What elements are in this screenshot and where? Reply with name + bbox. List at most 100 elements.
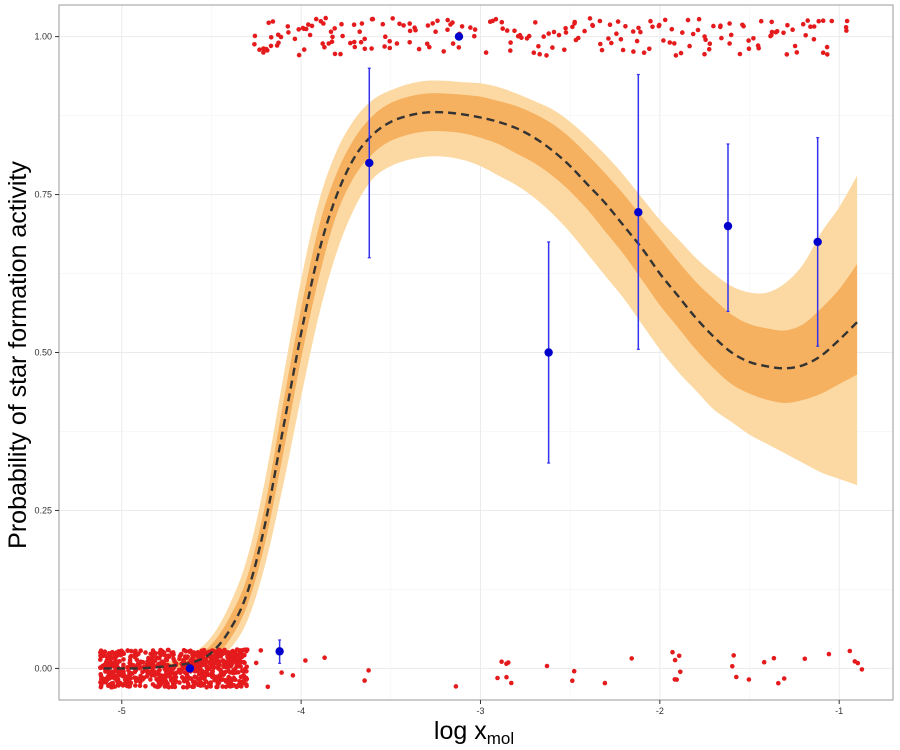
- observation-point: [445, 17, 451, 23]
- observation-point: [181, 647, 187, 653]
- observation-point: [245, 647, 250, 652]
- observation-point: [662, 17, 668, 23]
- observation-point: [790, 27, 795, 32]
- observation-point: [678, 669, 683, 675]
- observation-point: [741, 23, 746, 29]
- observation-point: [472, 27, 478, 32]
- observation-point: [138, 679, 143, 685]
- observation-point: [453, 684, 459, 689]
- observation-point: [537, 51, 542, 57]
- observation-point: [306, 22, 311, 27]
- observation-point: [674, 677, 679, 682]
- observation-point: [286, 30, 291, 35]
- observation-point: [737, 51, 743, 57]
- observation-point: [808, 24, 813, 30]
- observation-point: [407, 28, 413, 34]
- observation-point: [206, 681, 212, 686]
- observation-point: [323, 15, 329, 21]
- observation-point: [195, 682, 201, 688]
- observation-point: [148, 677, 153, 682]
- observation-point: [690, 31, 696, 37]
- observation-point: [746, 38, 751, 43]
- y-tick-label: 0.00: [34, 663, 52, 673]
- observation-point: [242, 677, 247, 682]
- observation-point: [362, 36, 368, 42]
- observation-point: [672, 657, 678, 663]
- observation-point: [98, 648, 104, 653]
- outer-confidence-band: [103, 80, 858, 669]
- observation-point: [731, 653, 736, 658]
- observation-point: [800, 21, 806, 27]
- observation-point: [509, 680, 514, 686]
- binned-point: [634, 208, 643, 217]
- observation-point: [416, 46, 422, 52]
- observation-point: [570, 24, 575, 30]
- observation-point: [309, 23, 315, 29]
- observation-point: [121, 657, 126, 662]
- observation-point: [680, 30, 685, 35]
- observation-point: [761, 659, 767, 665]
- observation-point: [156, 669, 161, 674]
- y-axis-ticks: 0.00 0.25 0.50 0.75 1.00: [34, 32, 59, 673]
- observation-point: [826, 651, 832, 657]
- observation-point: [332, 26, 338, 31]
- observation-point: [223, 679, 229, 684]
- observation-point: [599, 47, 605, 53]
- observation-point: [506, 660, 511, 665]
- observation-point: [199, 662, 205, 668]
- observation-point: [678, 50, 684, 56]
- observation-point: [340, 33, 345, 39]
- observation-point: [730, 664, 735, 669]
- observation-point: [348, 40, 353, 46]
- observation-point: [424, 41, 430, 47]
- observation-point: [241, 659, 247, 665]
- observation-point: [499, 19, 505, 25]
- observation-point: [563, 26, 568, 31]
- observation-point: [546, 31, 551, 36]
- observation-point: [279, 670, 284, 675]
- observation-point: [435, 18, 440, 24]
- observation-point: [215, 649, 220, 654]
- observation-point: [296, 27, 302, 32]
- observation-point: [847, 648, 853, 654]
- observation-point: [159, 675, 165, 680]
- observation-point: [774, 29, 780, 34]
- observation-point: [165, 681, 170, 686]
- observation-point: [794, 50, 800, 55]
- observation-point: [220, 684, 225, 689]
- x-tick-label: -1: [835, 706, 843, 716]
- observation-point: [241, 647, 246, 653]
- observation-point: [159, 659, 165, 664]
- observation-point: [718, 23, 723, 29]
- observation-point: [270, 19, 276, 24]
- observation-point: [145, 669, 151, 674]
- observation-point: [781, 30, 786, 36]
- y-axis-label: Probability of star formation activity: [4, 161, 32, 549]
- observation-point: [152, 683, 158, 689]
- observation-point: [275, 32, 281, 38]
- observation-point: [221, 664, 227, 669]
- observation-point: [670, 649, 675, 655]
- observation-point: [225, 650, 231, 655]
- x-tick-label: -2: [656, 706, 664, 716]
- observation-point: [647, 46, 652, 52]
- observation-point: [158, 649, 163, 654]
- observation-point: [339, 21, 344, 27]
- observation-point: [126, 668, 131, 673]
- observation-point: [550, 45, 555, 50]
- observation-point: [351, 22, 357, 28]
- observation-point: [397, 21, 402, 27]
- observation-point: [136, 663, 142, 668]
- observation-point: [562, 47, 567, 53]
- x-tick-label: -5: [118, 706, 126, 716]
- observation-point: [170, 682, 176, 688]
- observation-point: [117, 672, 123, 678]
- observation-point: [290, 673, 296, 678]
- observation-point: [571, 668, 577, 674]
- observation-point: [190, 658, 196, 663]
- observation-point: [859, 667, 865, 672]
- observation-point: [98, 665, 103, 670]
- observation-point: [181, 684, 186, 690]
- observation-point: [734, 674, 739, 680]
- observation-point: [98, 672, 103, 677]
